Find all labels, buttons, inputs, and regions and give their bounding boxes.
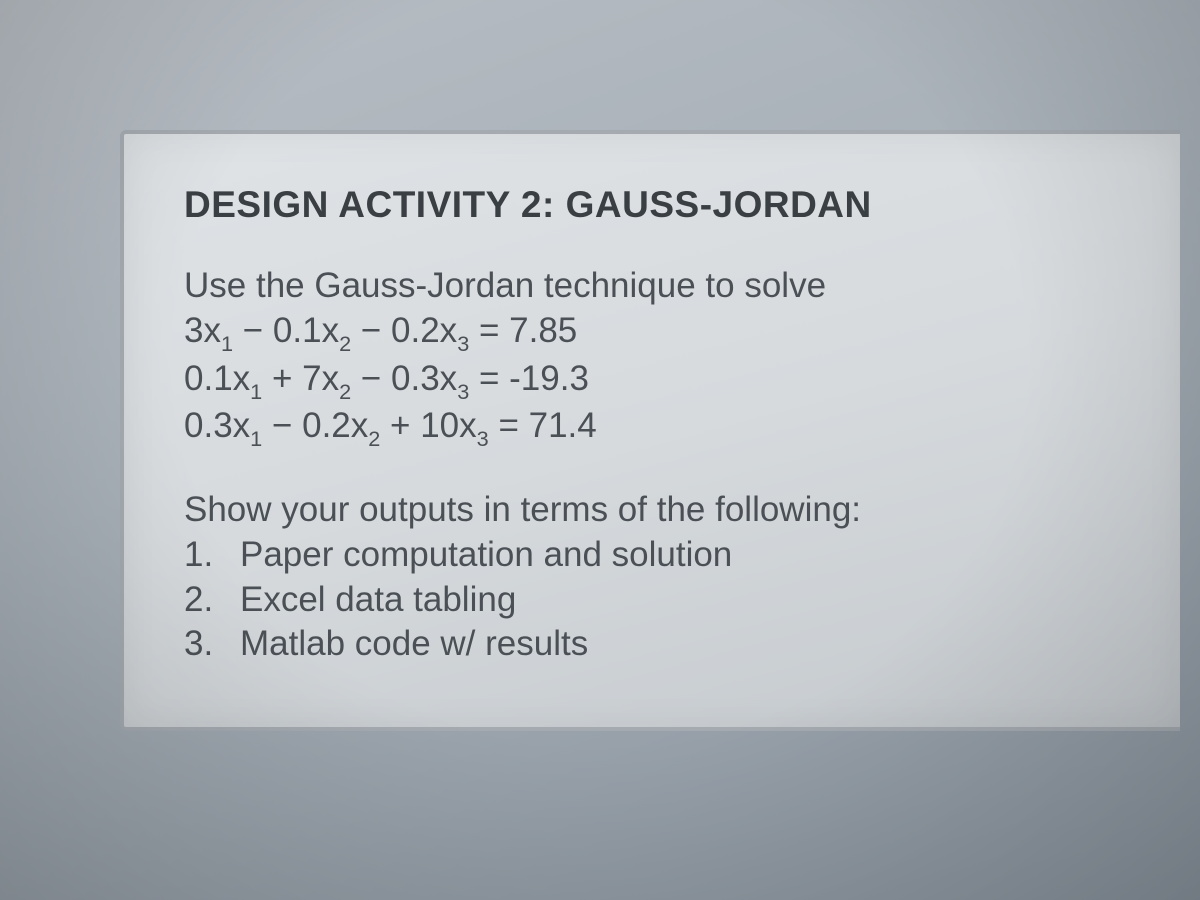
output-item-number: 2. — [184, 578, 240, 623]
equation-list: 3x1 − 0.1x2 − 0.2x3 = 7.850.1x1 + 7x2 − … — [184, 309, 1120, 452]
activity-card: DESIGN ACTIVITY 2: GAUSS-JORDAN Use the … — [120, 130, 1180, 731]
equation-2: 0.1x1 + 7x2 − 0.3x3 = -19.3 — [184, 357, 1120, 405]
output-item-3: 3.Matlab code w/ results — [184, 622, 1120, 667]
intro-text: Use the Gauss-Jordan technique to solve — [184, 264, 1120, 309]
outputs-section: Show your outputs in terms of the follow… — [184, 488, 1120, 667]
problem-section: Use the Gauss-Jordan technique to solve … — [184, 264, 1120, 452]
card-title: DESIGN ACTIVITY 2: GAUSS-JORDAN — [184, 184, 1120, 226]
outputs-list: 1.Paper computation and solution2.Excel … — [184, 533, 1120, 667]
equation-1: 3x1 − 0.1x2 − 0.2x3 = 7.85 — [184, 309, 1120, 357]
output-item-number: 3. — [184, 622, 240, 667]
output-item-label: Matlab code w/ results — [240, 622, 588, 667]
output-item-label: Excel data tabling — [240, 578, 516, 623]
output-item-label: Paper computation and solution — [240, 533, 732, 578]
outputs-heading: Show your outputs in terms of the follow… — [184, 488, 1120, 533]
equation-3: 0.3x1 − 0.2x2 + 10x3 = 71.4 — [184, 404, 1120, 452]
page: DESIGN ACTIVITY 2: GAUSS-JORDAN Use the … — [0, 0, 1200, 900]
output-item-1: 1.Paper computation and solution — [184, 533, 1120, 578]
output-item-number: 1. — [184, 533, 240, 578]
output-item-2: 2.Excel data tabling — [184, 578, 1120, 623]
